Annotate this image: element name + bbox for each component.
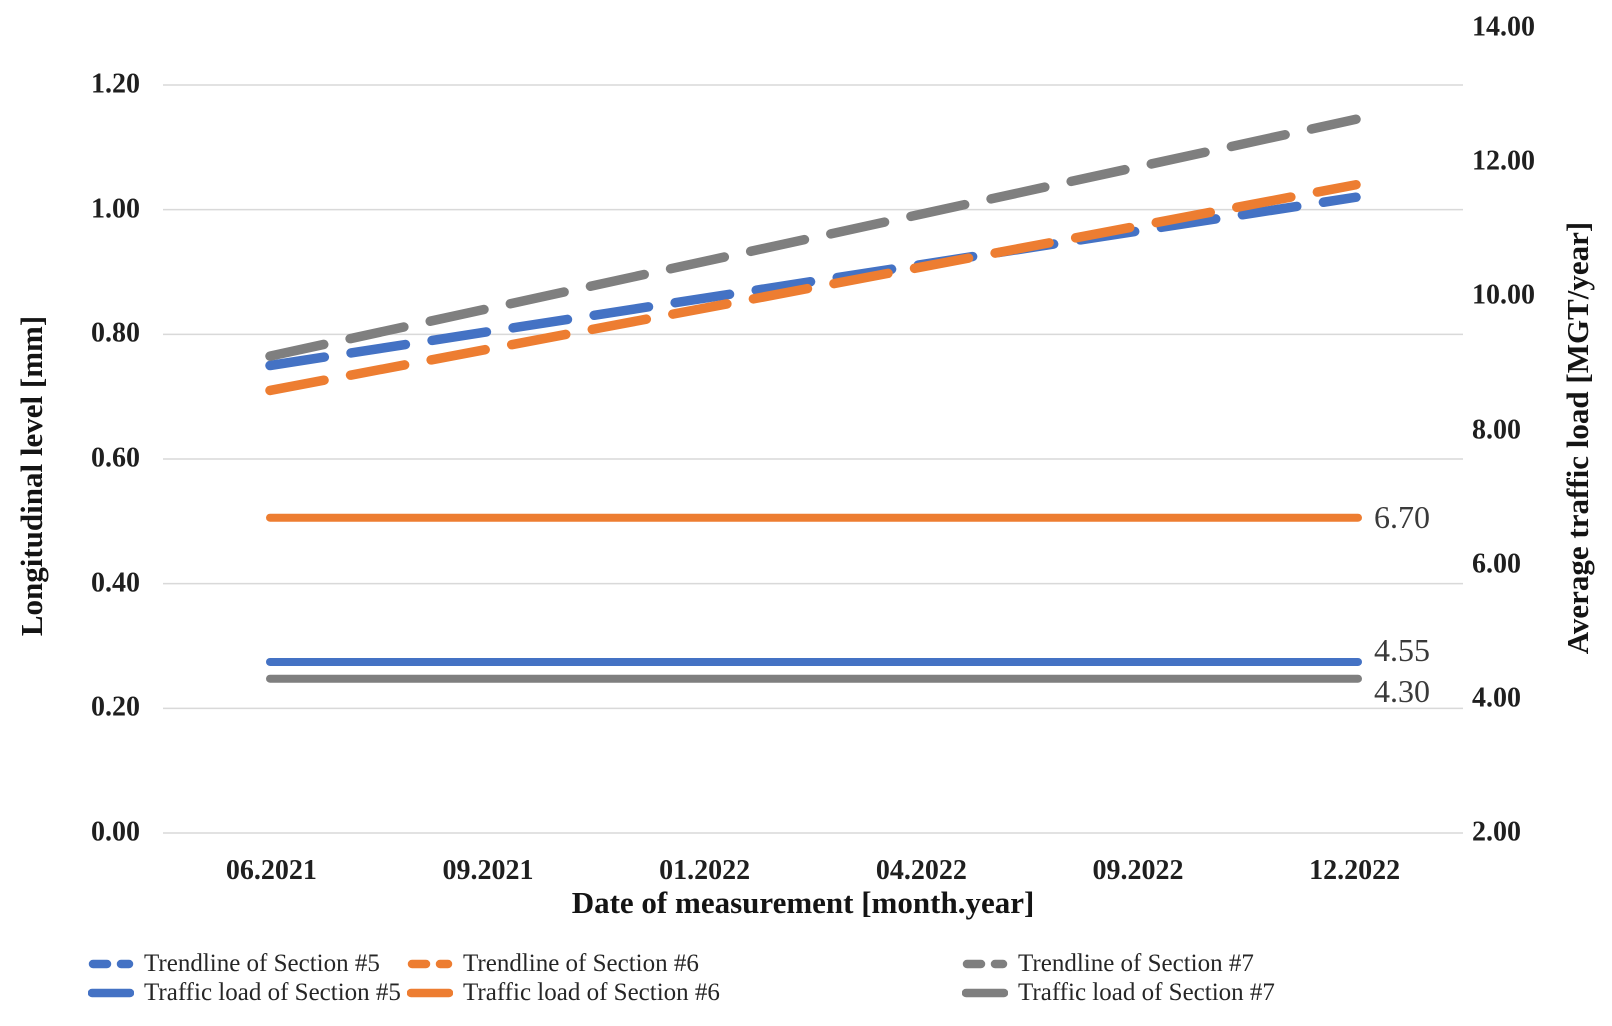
solid-line-swatch — [962, 988, 1008, 998]
legend-label: Trendline of Section #5 — [144, 950, 380, 977]
legend-item-trendline-of-section-5: Trendline of Section #5 — [88, 950, 380, 978]
x-axis-tick-label: 04.2022 — [875, 855, 967, 886]
trendline-of-section-6-line — [265, 179, 1361, 396]
traffic-load-of-section-5-data-label: 4.55 — [1374, 631, 1430, 668]
left-axis-tick-label: 0.20 — [91, 691, 140, 723]
left-axis-title: Longitudinal level [mm] — [14, 315, 49, 637]
left-axis-tick-label: 1.20 — [91, 68, 140, 100]
x-axis-title: Date of measurement [month.year] — [571, 885, 1035, 920]
trendline-of-section-7-line — [265, 114, 1361, 361]
x-axis-tick-label: 09.2022 — [1092, 855, 1184, 886]
trendline-of-section-5-line — [265, 192, 1361, 371]
left-axis-tick-label: 1.00 — [91, 193, 140, 225]
x-axis-tick-label: 01.2022 — [659, 855, 751, 886]
legend-item-trendline-of-section-7: Trendline of Section #7 — [962, 950, 1254, 978]
dashed-line-swatch — [407, 959, 453, 969]
legend-item-trendline-of-section-6: Trendline of Section #6 — [407, 950, 699, 978]
x-axis-tick-label: 12.2022 — [1309, 855, 1401, 886]
solid-line-swatch — [407, 988, 453, 998]
legend-item-traffic-load-of-section-6: Traffic load of Section #6 — [407, 979, 720, 1007]
right-axis-title: Average traffic load [MGT/year] — [1560, 221, 1595, 655]
left-axis-tick-label: 0.60 — [91, 442, 140, 474]
right-axis-tick-label: 8.00 — [1472, 413, 1521, 445]
dashed-line-swatch — [88, 959, 134, 969]
traffic-load-of-section-6-data-label: 6.70 — [1374, 498, 1430, 535]
legend-label: Traffic load of Section #5 — [144, 979, 401, 1006]
right-axis-tick-label: 6.00 — [1472, 548, 1521, 580]
legend-item-traffic-load-of-section-5: Traffic load of Section #5 — [88, 979, 401, 1007]
legend-label: Traffic load of Section #6 — [463, 979, 720, 1006]
solid-line-swatch — [88, 988, 134, 998]
left-axis-tick-label: 0.00 — [91, 816, 140, 848]
left-axis-tick-label: 0.80 — [91, 317, 140, 349]
right-axis-tick-label: 4.00 — [1472, 682, 1521, 714]
x-axis-tick-label: 09.2021 — [442, 855, 534, 886]
right-axis-tick-label: 10.00 — [1472, 279, 1535, 311]
left-axis-tick-label: 0.40 — [91, 567, 140, 599]
x-axis-tick-label: 06.2021 — [225, 855, 317, 886]
right-axis-tick-label: 2.00 — [1472, 816, 1521, 848]
legend-label: Trendline of Section #7 — [1018, 950, 1254, 977]
legend-label: Traffic load of Section #7 — [1018, 979, 1275, 1006]
right-axis-tick-label: 14.00 — [1472, 11, 1535, 43]
traffic-load-of-section-7-data-label: 4.30 — [1374, 672, 1430, 709]
legend-label: Trendline of Section #6 — [463, 950, 699, 977]
right-axis-tick-label: 12.00 — [1472, 145, 1535, 177]
legend-item-traffic-load-of-section-7: Traffic load of Section #7 — [962, 979, 1275, 1007]
dashed-line-swatch — [962, 959, 1008, 969]
